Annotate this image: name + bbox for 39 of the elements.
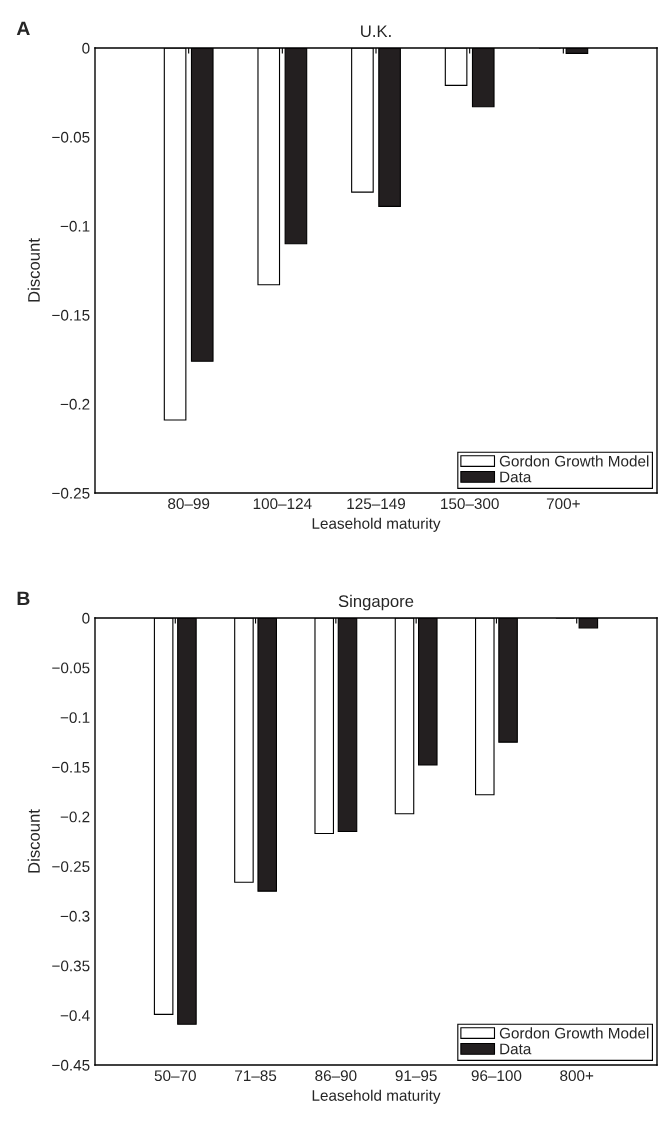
y-tick-label: −0.1: [60, 220, 90, 232]
y-tick-label: −0.15: [52, 309, 90, 321]
text: B: [17, 591, 30, 606]
x-tick-label: 150–300: [441, 498, 499, 510]
x-axis-title: Leasehold maturity: [312, 1089, 441, 1104]
y-tick-label: −0.35: [52, 960, 90, 972]
x-tick-label: 96–100: [471, 1070, 522, 1082]
y-tick-label: −0.4: [60, 1010, 90, 1022]
legend-label: Gordon Growth Model: [499, 1027, 649, 1039]
x-tick-label: 91–95: [395, 1070, 437, 1082]
y-tick-label: 0: [82, 42, 90, 54]
y-tick-label: −0.25: [52, 861, 90, 873]
y-tick-label: −0.15: [52, 761, 90, 773]
x-tick-label: 125–149: [347, 498, 406, 510]
y-tick-label: −0.3: [60, 910, 90, 922]
y-tick-label: −0.2: [60, 811, 90, 823]
x-tick-label: 80–99: [168, 498, 210, 510]
x-tick-label: 86–90: [315, 1070, 357, 1082]
legend-label: Gordon Growth Model: [499, 455, 649, 467]
x-tick-label: 100–124: [253, 498, 312, 510]
y-tick-label: −0.05: [52, 662, 90, 674]
y-tick-label: −0.25: [52, 487, 90, 499]
x-axis-title: Leasehold maturity: [312, 517, 441, 532]
legend-label: Data: [500, 1043, 532, 1055]
y-axis-title: Discount: [27, 809, 40, 873]
y-tick-label: −0.05: [52, 131, 90, 143]
chart-title: U.K.: [361, 25, 391, 38]
y-tick-label: 0: [82, 612, 90, 624]
y-tick-label: −0.1: [60, 712, 90, 724]
y-tick-label: −0.2: [60, 398, 90, 410]
x-tick-label: 800+: [560, 1070, 594, 1082]
text: A: [16, 21, 30, 36]
legend-label: Data: [500, 471, 532, 483]
x-tick-label: 700+: [546, 498, 580, 510]
y-axis-title: Discount: [27, 238, 40, 302]
chart-title: Singapore: [338, 594, 414, 611]
y-tick-label: −0.45: [52, 1059, 90, 1071]
x-tick-label: 50–70: [154, 1070, 196, 1082]
x-tick-label: 71–85: [235, 1070, 277, 1082]
